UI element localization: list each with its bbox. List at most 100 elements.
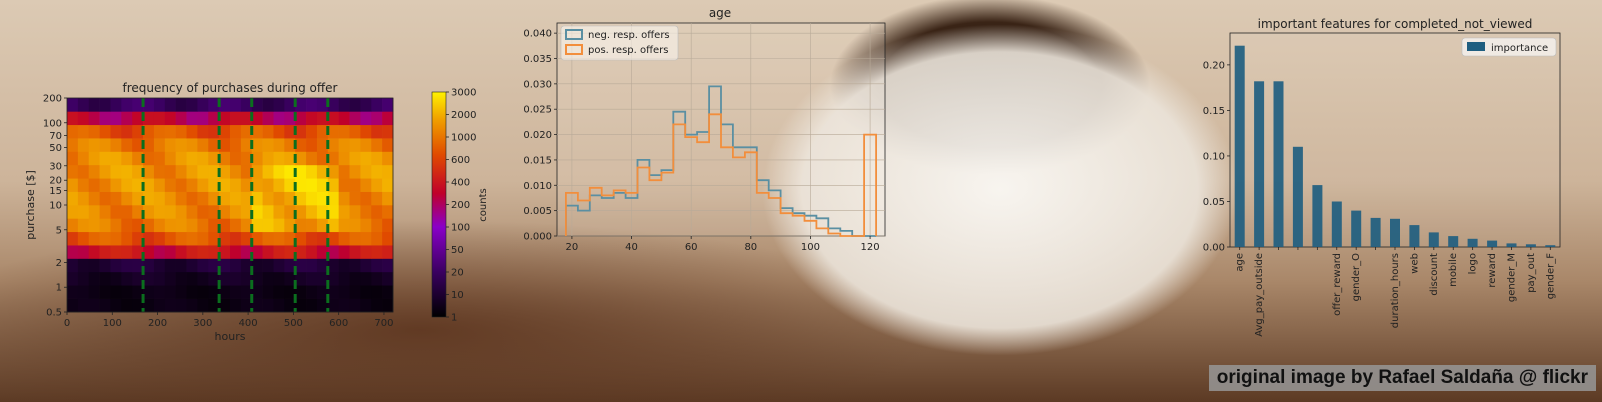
heatmap-cell — [77, 111, 90, 126]
heatmap-cell — [110, 178, 122, 192]
heatmap-cell — [382, 178, 394, 192]
heatmap-title: frequency of purchases during offer — [123, 81, 338, 95]
heatmap-cell — [284, 231, 296, 246]
heatmap-cell — [349, 178, 361, 192]
image-credit: original image by Rafael Saldaña @ flick… — [1208, 365, 1596, 391]
heatmap-cell — [175, 98, 187, 112]
heatmap-cell — [121, 285, 133, 299]
heatmap-cell — [99, 298, 111, 313]
colorbar-tick-label: 20 — [451, 268, 464, 279]
heatmap-cell — [382, 191, 394, 206]
heatmap-cell — [273, 258, 285, 273]
heatmap-cell — [349, 258, 361, 273]
heatmap-cell — [153, 151, 166, 166]
heatmap-cell — [67, 231, 79, 246]
heatmap-cell — [121, 218, 133, 233]
heatmap-cell — [153, 285, 166, 299]
heatmap-cell — [208, 124, 220, 139]
heatmap-cell — [251, 298, 263, 313]
age-y-tick-label: 0.020 — [523, 130, 552, 141]
heatmap-cell — [360, 98, 372, 112]
heatmap-cell — [67, 271, 79, 286]
heatmap-cell — [295, 178, 307, 192]
importance-legend: importance — [1461, 37, 1557, 57]
heatmap-cell — [175, 178, 187, 192]
heatmap-cell — [338, 231, 350, 246]
heatmap-cell — [327, 298, 339, 313]
heatmap-cell — [338, 271, 350, 286]
heatmap-cell — [175, 231, 187, 246]
heatmap-cell — [88, 298, 100, 313]
heatmap-cell — [230, 298, 242, 313]
heatmap-cell — [67, 178, 79, 192]
heatmap-cell — [186, 205, 198, 219]
heatmap-cell — [121, 245, 133, 259]
heatmap-cell — [110, 151, 122, 166]
heatmap-cell — [240, 111, 253, 126]
heatmap-cell — [295, 124, 307, 139]
heatmap-cell — [143, 205, 155, 219]
age-y-tick-label: 0.010 — [523, 181, 552, 192]
heatmap-cell — [164, 245, 176, 259]
heatmap-cell — [306, 298, 318, 313]
heatmap-cell — [306, 151, 318, 166]
heatmap-x-tick-label: 300 — [193, 318, 212, 329]
heatmap-cell — [295, 218, 307, 233]
age-legend: neg. resp. offers pos. resp. offers — [560, 25, 679, 61]
importance-x-tick-label: reward — [1487, 253, 1498, 288]
importance-bar — [1292, 146, 1303, 247]
heatmap-cell — [67, 191, 79, 206]
importance-x-tick-label: Avg_pay_outside — [1254, 253, 1265, 337]
heatmap-cell — [327, 164, 339, 179]
heatmap-cell — [360, 191, 372, 206]
heatmap-cell — [77, 98, 90, 112]
heatmap-cell — [306, 98, 318, 112]
heatmap-cell — [230, 164, 242, 179]
heatmap-cell — [143, 191, 155, 206]
heatmap-cell — [77, 124, 90, 139]
heatmap-cell — [153, 164, 166, 179]
heatmap-cell — [371, 178, 383, 192]
heatmap-cell — [371, 191, 383, 206]
heatmap-cell — [306, 271, 318, 286]
importance-bars — [1234, 45, 1556, 248]
heatmap-cell — [88, 124, 100, 139]
heatmap-cell — [164, 285, 176, 299]
heatmap-cell — [349, 205, 361, 219]
heatmap-cell — [88, 138, 100, 152]
importance-bar — [1370, 217, 1381, 247]
importance-bar — [1409, 225, 1420, 247]
heatmap-cell — [175, 111, 187, 126]
heatmap-cell — [121, 298, 133, 313]
heatmap-cell — [99, 111, 111, 126]
heatmap-cell — [327, 191, 339, 206]
heatmap-cell — [153, 124, 166, 139]
heatmap-cell — [99, 164, 111, 179]
heatmap-cell — [240, 138, 253, 152]
heatmap-cell — [371, 205, 383, 219]
heatmap-cell — [219, 98, 231, 112]
heatmap-cell — [208, 164, 220, 179]
heatmap-cell — [88, 151, 100, 166]
heatmap-cell — [77, 258, 90, 273]
heatmap-cell — [371, 124, 383, 139]
heatmap-cell — [306, 191, 318, 206]
heatmap-cell — [316, 285, 329, 299]
heatmap-cell — [186, 285, 198, 299]
heatmap-cell — [262, 245, 274, 259]
heatmap-cell — [306, 138, 318, 152]
heatmap-cell — [208, 245, 220, 259]
heatmap-cells — [67, 98, 394, 313]
heatmap-cell — [240, 258, 253, 273]
heatmap-cell — [99, 178, 111, 192]
heatmap-cell — [349, 298, 361, 313]
age-ticks: 0.000 0.005 0.010 0.015 0.020 0.025 0.030 0.035… — [523, 29, 879, 253]
heatmap-cell — [164, 191, 176, 206]
heatmap-cell — [295, 258, 307, 273]
importance-bar — [1545, 245, 1556, 247]
heatmap-cell — [77, 245, 90, 259]
heatmap-y-tick-label: 200 — [43, 94, 62, 105]
heatmap-cell — [99, 285, 111, 299]
age-y-tick-label: 0.030 — [523, 79, 552, 90]
